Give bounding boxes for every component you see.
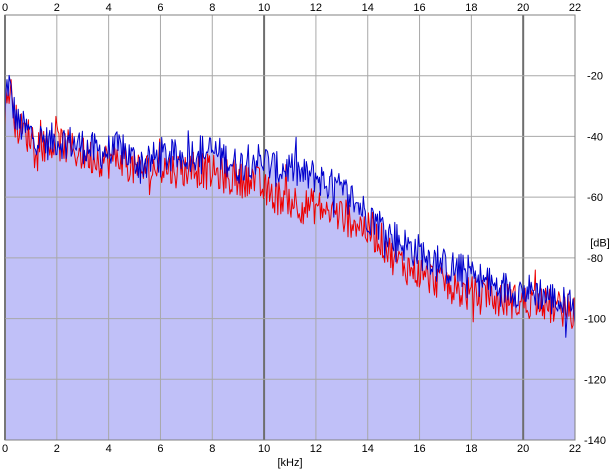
x-tick-label-bottom: 18: [465, 443, 477, 455]
x-tick-label-top: 10: [258, 2, 270, 14]
plot-frame: [4, 14, 576, 441]
y-axis-label: [dB]: [590, 238, 610, 250]
x-tick-label-bottom: 22: [569, 443, 581, 455]
x-tick-label-bottom: 2: [54, 443, 60, 455]
x-tick-label-top: 16: [413, 2, 425, 14]
x-tick-label-bottom: 12: [310, 443, 322, 455]
y-tick-label: -120: [584, 374, 606, 386]
x-tick-label-top: 12: [310, 2, 322, 14]
x-axis-label: [kHz]: [277, 457, 302, 469]
y-tick-label: -100: [584, 314, 606, 326]
y-tick-label: -140: [584, 435, 606, 447]
x-tick-label-bottom: 20: [517, 443, 529, 455]
series-lines: [4, 74, 576, 338]
y-tick-label: -60: [587, 192, 603, 204]
x-tick-label-bottom: 6: [157, 443, 163, 455]
y-tick-label: -40: [587, 131, 603, 143]
plot-border: [4, 14, 576, 441]
x-tick-label-top: 0: [2, 2, 8, 14]
x-tick-label-top: 22: [569, 2, 581, 14]
x-tick-label-bottom: 8: [209, 443, 215, 455]
y-tick-labels-right: -20 -40 -60 -80 -100 -120 -140: [584, 71, 606, 447]
x-tick-label-top: 14: [362, 2, 374, 14]
x-tick-label-top: 2: [54, 2, 60, 14]
series-blue-line: [4, 74, 576, 338]
y-tick-label: -20: [587, 71, 603, 83]
x-tick-label-top: 4: [106, 2, 112, 14]
x-tick-label-bottom: 10: [258, 443, 270, 455]
x-tick-label-top: 18: [465, 2, 477, 14]
x-tick-labels-bottom: 0 2 4 6 8 10 12 14 16 18 20 22: [2, 443, 581, 455]
x-tick-label-bottom: 4: [106, 443, 112, 455]
x-tick-label-top: 20: [517, 2, 529, 14]
x-tick-labels-top: 0 2 4 6 8 10 12 14 16 18 20 22: [2, 2, 581, 14]
x-tick-label-top: 8: [209, 2, 215, 14]
x-tick-label-bottom: 14: [362, 443, 374, 455]
x-tick-label-bottom: 0: [2, 443, 8, 455]
y-tick-label: -80: [587, 253, 603, 265]
series-red-line: [4, 79, 576, 329]
x-tick-label-bottom: 16: [413, 443, 425, 455]
x-tick-label-top: 6: [157, 2, 163, 14]
